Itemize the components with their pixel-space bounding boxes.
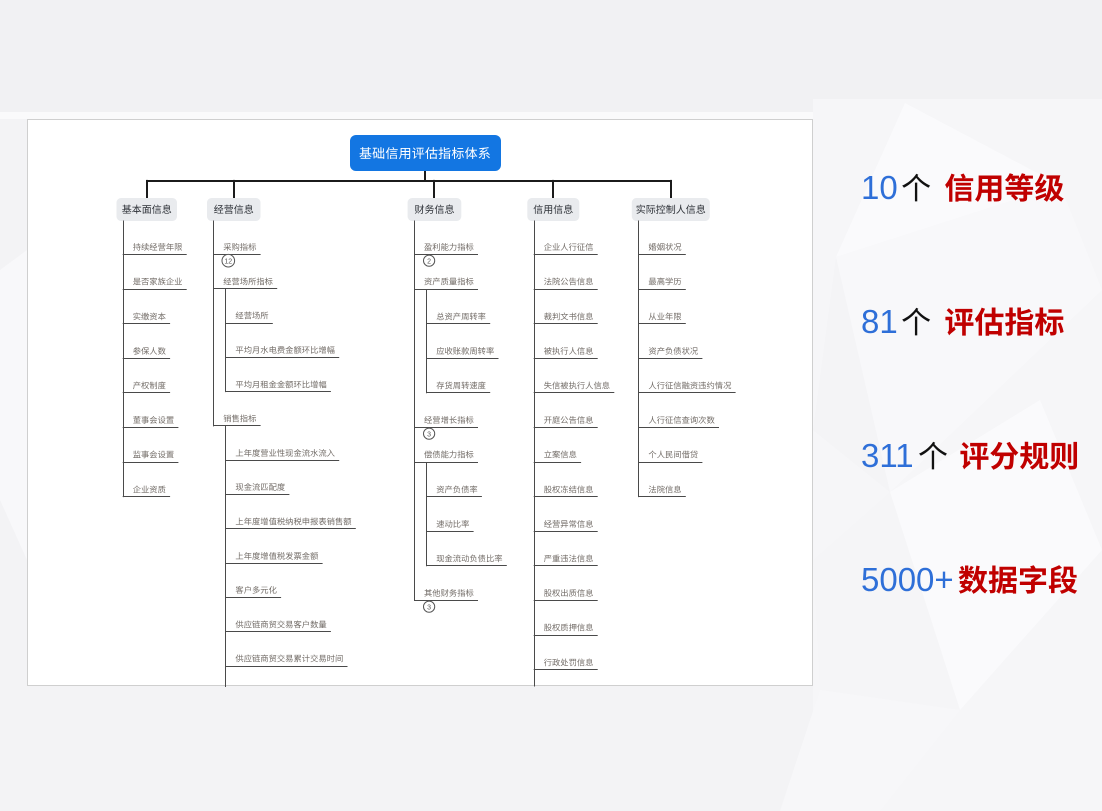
svg-text:企业资质: 企业资质 <box>133 483 166 495</box>
svg-text:产权制度: 产权制度 <box>133 380 166 392</box>
svg-text:总资产周转率: 总资产周转率 <box>436 310 486 322</box>
svg-text:最高学历: 最高学历 <box>648 276 681 288</box>
svg-text:立案信息: 立案信息 <box>544 449 577 461</box>
svg-text:法院信息: 法院信息 <box>648 483 681 495</box>
svg-text:盈利能力指标: 盈利能力指标 <box>424 241 474 253</box>
svg-text:实缴资本: 实缴资本 <box>133 310 166 322</box>
svg-text:经营场所: 经营场所 <box>235 310 268 322</box>
svg-text:人行征信查询次数: 人行征信查询次数 <box>648 414 715 426</box>
svg-text:人行征信融资违约情况: 人行征信融资违约情况 <box>648 380 732 392</box>
svg-text:现金流动负债比率: 现金流动负债比率 <box>436 553 502 565</box>
svg-text:裁判文书信息: 裁判文书信息 <box>544 310 594 322</box>
svg-text:现金流匹配度: 现金流匹配度 <box>235 481 285 493</box>
svg-text:从业年限: 从业年限 <box>648 310 681 322</box>
svg-text:供应链商贸交易客户数量: 供应链商贸交易客户数量 <box>235 618 326 630</box>
svg-text:信用信息: 信用信息 <box>533 201 573 216</box>
svg-text:平均月租金金额环比增幅: 平均月租金金额环比增幅 <box>235 378 326 390</box>
svg-text:行政处罚信息: 行政处罚信息 <box>544 656 594 668</box>
svg-text:基本面信息: 基本面信息 <box>122 201 172 216</box>
svg-text:供应链商贸交易累计交易时间: 供应链商贸交易累计交易时间 <box>235 653 343 665</box>
svg-text:失信被执行人信息: 失信被执行人信息 <box>544 380 610 392</box>
svg-text:开庭公告信息: 开庭公告信息 <box>544 414 594 426</box>
svg-text:法院公告信息: 法院公告信息 <box>544 276 594 288</box>
svg-text:个人民间借贷: 个人民间借贷 <box>648 449 698 461</box>
svg-text:资产负债率: 资产负债率 <box>436 483 478 495</box>
svg-text:2: 2 <box>427 258 431 265</box>
svg-text:婚姻状况: 婚姻状况 <box>648 241 682 253</box>
svg-text:企业人行征信: 企业人行征信 <box>544 241 594 253</box>
svg-text:严重违法信息: 严重违法信息 <box>544 553 594 565</box>
svg-text:存货周转速度: 存货周转速度 <box>436 380 486 392</box>
svg-text:董事会设置: 董事会设置 <box>133 414 175 426</box>
svg-text:12: 12 <box>224 258 232 265</box>
svg-text:股权质押信息: 股权质押信息 <box>544 622 594 634</box>
svg-text:实际控制人信息: 实际控制人信息 <box>636 201 706 216</box>
svg-text:应收账款周转率: 应收账款周转率 <box>436 345 494 357</box>
svg-text:经营增长指标: 经营增长指标 <box>424 414 474 426</box>
svg-text:经营信息: 经营信息 <box>214 201 254 216</box>
svg-text:速动比率: 速动比率 <box>436 518 469 530</box>
svg-text:监事会设置: 监事会设置 <box>133 449 175 461</box>
svg-text:持续经营年限: 持续经营年限 <box>133 241 183 253</box>
svg-text:销售指标: 销售指标 <box>223 413 256 425</box>
svg-text:经营场所指标: 经营场所指标 <box>223 275 273 287</box>
svg-text:股权冻结信息: 股权冻结信息 <box>544 483 594 495</box>
svg-text:资产质量指标: 资产质量指标 <box>424 276 474 288</box>
svg-text:经营异常信息: 经营异常信息 <box>544 518 594 530</box>
svg-text:上年度增值税发票金额: 上年度增值税发票金额 <box>235 550 319 562</box>
svg-text:上年度营业性现金流水流入: 上年度营业性现金流水流入 <box>235 447 335 459</box>
svg-text:其他财务指标: 其他财务指标 <box>424 587 474 599</box>
svg-text:参保人数: 参保人数 <box>133 345 167 357</box>
svg-text:财务信息: 财务信息 <box>415 201 455 216</box>
svg-text:采购指标: 采购指标 <box>223 241 256 253</box>
svg-text:股权出质信息: 股权出质信息 <box>544 587 594 599</box>
svg-text:资产负债状况: 资产负债状况 <box>648 345 698 357</box>
svg-text:偿债能力指标: 偿债能力指标 <box>424 449 474 461</box>
svg-text:客户多元化: 客户多元化 <box>235 584 277 596</box>
svg-text:被执行人信息: 被执行人信息 <box>544 345 594 357</box>
svg-text:平均月水电费金额环比增幅: 平均月水电费金额环比增幅 <box>235 344 335 356</box>
svg-text:是否家族企业: 是否家族企业 <box>133 276 183 288</box>
svg-text:3: 3 <box>427 604 431 611</box>
svg-text:上年度增值税纳税申报表销售额: 上年度增值税纳税申报表销售额 <box>235 516 352 528</box>
svg-text:3: 3 <box>427 431 431 438</box>
